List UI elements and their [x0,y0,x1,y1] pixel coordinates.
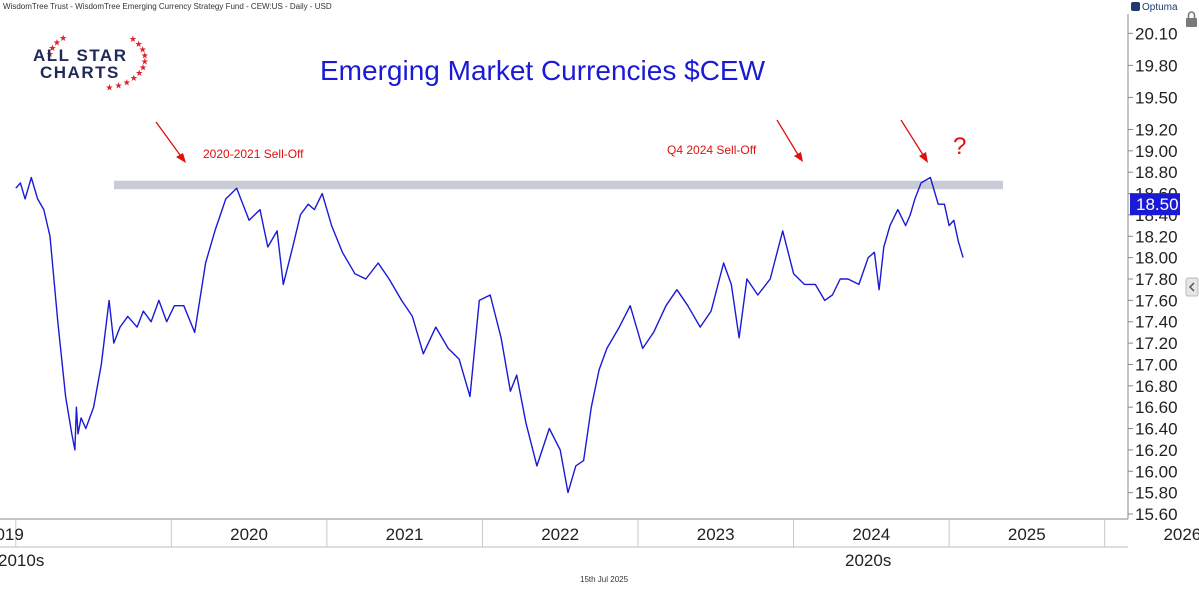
logo-star-icon: ★ [135,69,143,79]
y-tick-label: 20.10 [1135,24,1178,43]
last-value-tag: 18.50 [1130,193,1180,216]
scroll-left-handle[interactable] [1185,277,1199,297]
annotation-arrow-q4-2024 [776,119,803,162]
logo-star-icon: ★ [141,58,149,68]
lock-icon[interactable] [1186,11,1197,27]
logo-star-icon: ★ [139,46,147,56]
y-tick-label: 17.00 [1135,355,1178,374]
optuma-brand: Optuma [1131,2,1178,13]
y-tick-label: 18.20 [1135,227,1178,246]
last-value-bg [1130,193,1180,216]
logo-star-icon: ★ [141,52,149,62]
last-value-label: 18.50 [1136,195,1179,214]
y-tick-label: 16.20 [1135,441,1178,460]
y-tick-label: 18.80 [1135,163,1178,182]
logo-star-icon: ★ [105,84,113,94]
logo-line-1: ALL STAR [33,46,127,65]
x-tick-label: 2025 [1008,525,1046,544]
logo-star-icon: ★ [129,35,137,45]
chart-source-line: WisdomTree Trust - WisdomTree Emerging C… [3,2,332,11]
annotation-arrow-2020-2021 [155,121,186,163]
optuma-brand-label: Optuma [1142,2,1178,13]
logo-stars-icon: ★★★★ ★★★★★★★★★★★ [46,34,149,94]
chart-title: Emerging Market Currencies $CEW [320,55,766,86]
annotation-q4-2024-sell-off: Q4 2024 Sell-Off [667,143,757,157]
y-tick-label: 19.80 [1135,56,1178,75]
logo-star-icon: ★ [139,64,147,74]
optuma-logo-icon [1131,2,1140,11]
x-tick-label: 2022 [541,525,579,544]
y-tick-label: 17.80 [1135,270,1178,289]
y-tick-label: 15.60 [1135,505,1178,524]
series-line-cew [15,176,964,494]
x-tick-label: 2021 [386,525,424,544]
y-tick-label: 16.40 [1135,420,1178,439]
y-tick-label: 17.20 [1135,334,1178,353]
y-tick-label: 17.60 [1135,291,1178,310]
logo-line-2: CHARTS [40,63,120,82]
logo-star-icon: ★ [115,82,123,92]
y-tick-label: 18.00 [1135,249,1178,268]
y-tick-label: 16.60 [1135,398,1178,417]
logo-star-icon: ★ [130,74,138,84]
logo-star-icon: ★ [46,50,54,60]
chevron-left-icon [1188,282,1195,292]
y-tick-label: 16.80 [1135,377,1178,396]
x-tick-label: 2020 [230,525,268,544]
y-tick-label: 15.80 [1135,484,1178,503]
x-tick-label: 2024 [852,525,890,544]
x-tick-label: 2023 [697,525,735,544]
x-period-label-2020s: 2020s [845,551,891,570]
annotation-2020-2021-sell-off: 2020-2021 Sell-Off [203,147,304,161]
resistance-band [114,180,1003,190]
all-star-charts-logo: ★★★★ ★★★★★★★★★★★ ALL STAR CHARTS [33,34,149,94]
y-axis-ticks: 20.1019.8019.5019.2019.0018.8018.6018.40… [1128,24,1178,524]
y-tick-label: 19.50 [1135,88,1178,107]
y-tick-label: 17.40 [1135,313,1178,332]
y-tick-label: 19.20 [1135,120,1178,139]
x-tick-label: 2026 [1163,525,1199,544]
y-tick-label: 19.00 [1135,142,1178,161]
logo-star-icon: ★ [53,39,61,49]
logo-star-icon: ★ [135,40,143,50]
annotation-question-mark: ? [953,133,966,160]
y-tick-label: 16.00 [1135,462,1178,481]
logo-star-icon: ★ [48,44,56,54]
x-period-label-2010s: 2010s [0,551,44,570]
logo-star-icon: ★ [59,34,67,44]
logo-star-icon: ★ [123,78,131,88]
footer-date: 15th Jul 2025 [580,575,629,584]
annotation-arrow-2025 [900,119,928,163]
